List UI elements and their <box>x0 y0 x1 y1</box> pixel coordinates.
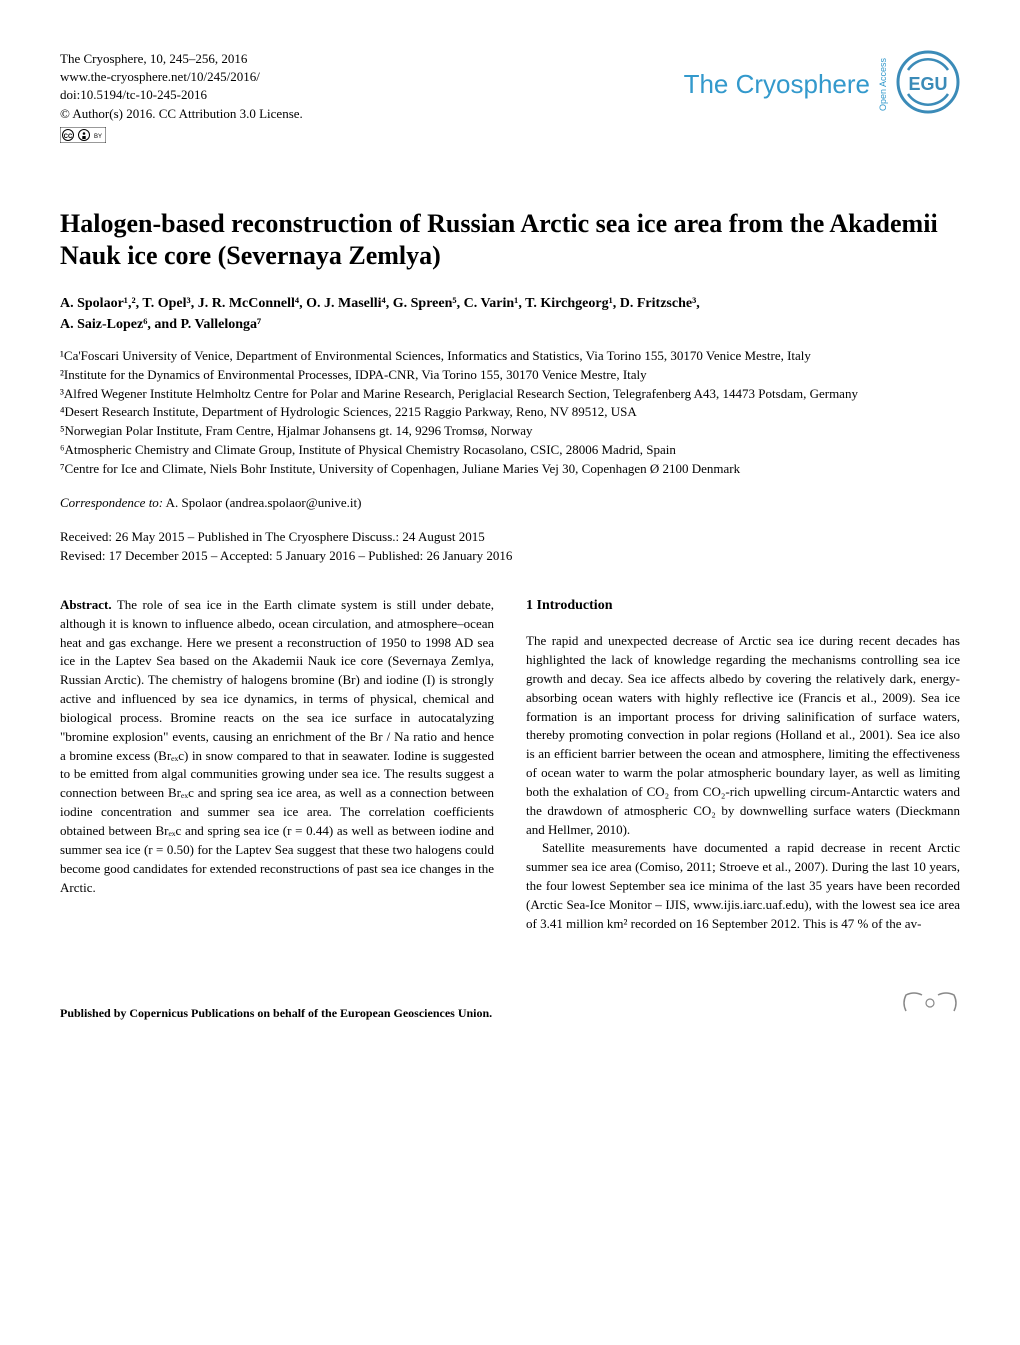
copyright: © Author(s) 2016. CC Attribution 3.0 Lic… <box>60 105 303 123</box>
correspondence-label: Correspondence to: <box>60 495 163 510</box>
header-meta: The Cryosphere, 10, 245–256, 2016 www.th… <box>60 50 303 148</box>
affiliation: ⁴Desert Research Institute, Department o… <box>60 403 960 422</box>
intro-para-2: Satellite measurements have documented a… <box>526 839 960 933</box>
affiliation: ¹Ca'Foscari University of Venice, Depart… <box>60 347 960 366</box>
affiliation: ⁵Norwegian Polar Institute, Fram Centre,… <box>60 422 960 441</box>
journal-name: The Cryosphere <box>684 69 870 100</box>
cc-license-icon: CC BY <box>60 127 106 148</box>
affiliations: ¹Ca'Foscari University of Venice, Depart… <box>60 347 960 479</box>
dates-line-2: Revised: 17 December 2015 – Accepted: 5 … <box>60 546 960 566</box>
dates-line-1: Received: 26 May 2015 – Published in The… <box>60 527 960 547</box>
correspondence: Correspondence to: A. Spolaor (andrea.sp… <box>60 495 960 511</box>
abstract-text: The role of sea ice in the Earth climate… <box>60 597 494 895</box>
affiliation: ²Institute for the Dynamics of Environme… <box>60 366 960 385</box>
section-heading: 1 Introduction <box>526 596 960 616</box>
affiliation: ⁷Centre for Ice and Climate, Niels Bohr … <box>60 460 960 479</box>
footer-logo-icon <box>900 989 960 1021</box>
abstract-label: Abstract. <box>60 597 112 612</box>
left-column: Abstract. The role of sea ice in the Ear… <box>60 596 494 934</box>
svg-text:CC: CC <box>64 134 73 140</box>
svg-text:BY: BY <box>94 134 102 140</box>
body-columns: Abstract. The role of sea ice in the Ear… <box>60 596 960 934</box>
footer-text: Published by Copernicus Publications on … <box>60 1006 492 1021</box>
intro-para-1: The rapid and unexpected decrease of Arc… <box>526 632 960 839</box>
affiliation: ⁶Atmospheric Chemistry and Climate Group… <box>60 441 960 460</box>
right-column: 1 Introduction The rapid and unexpected … <box>526 596 960 934</box>
authors-line-1: A. Spolaor¹,², T. Opel³, J. R. McConnell… <box>60 296 700 311</box>
publication-dates: Received: 26 May 2015 – Published in The… <box>60 527 960 566</box>
correspondence-value: A. Spolaor (andrea.spolaor@unive.it) <box>163 495 361 510</box>
egu-logo-icon: EGU <box>896 50 960 119</box>
journal-citation: The Cryosphere, 10, 245–256, 2016 <box>60 50 303 68</box>
doi: doi:10.5194/tc-10-245-2016 <box>60 86 303 104</box>
footer: Published by Copernicus Publications on … <box>60 989 960 1021</box>
open-access-label: Open Access <box>878 58 888 111</box>
header-logo-area: The Cryosphere Open Access EGU <box>684 50 960 119</box>
affiliation: ³Alfred Wegener Institute Helmholtz Cent… <box>60 385 960 404</box>
abstract-paragraph: Abstract. The role of sea ice in the Ear… <box>60 596 494 898</box>
authors-line-2: A. Saiz-Lopez⁶, and P. Vallelonga⁷ <box>60 317 261 332</box>
journal-url: www.the-cryosphere.net/10/245/2016/ <box>60 68 303 86</box>
authors: A. Spolaor¹,², T. Opel³, J. R. McConnell… <box>60 293 960 335</box>
article-title: Halogen-based reconstruction of Russian … <box>60 208 960 273</box>
header-row: The Cryosphere, 10, 245–256, 2016 www.th… <box>60 50 960 148</box>
svg-text:EGU: EGU <box>908 74 947 94</box>
